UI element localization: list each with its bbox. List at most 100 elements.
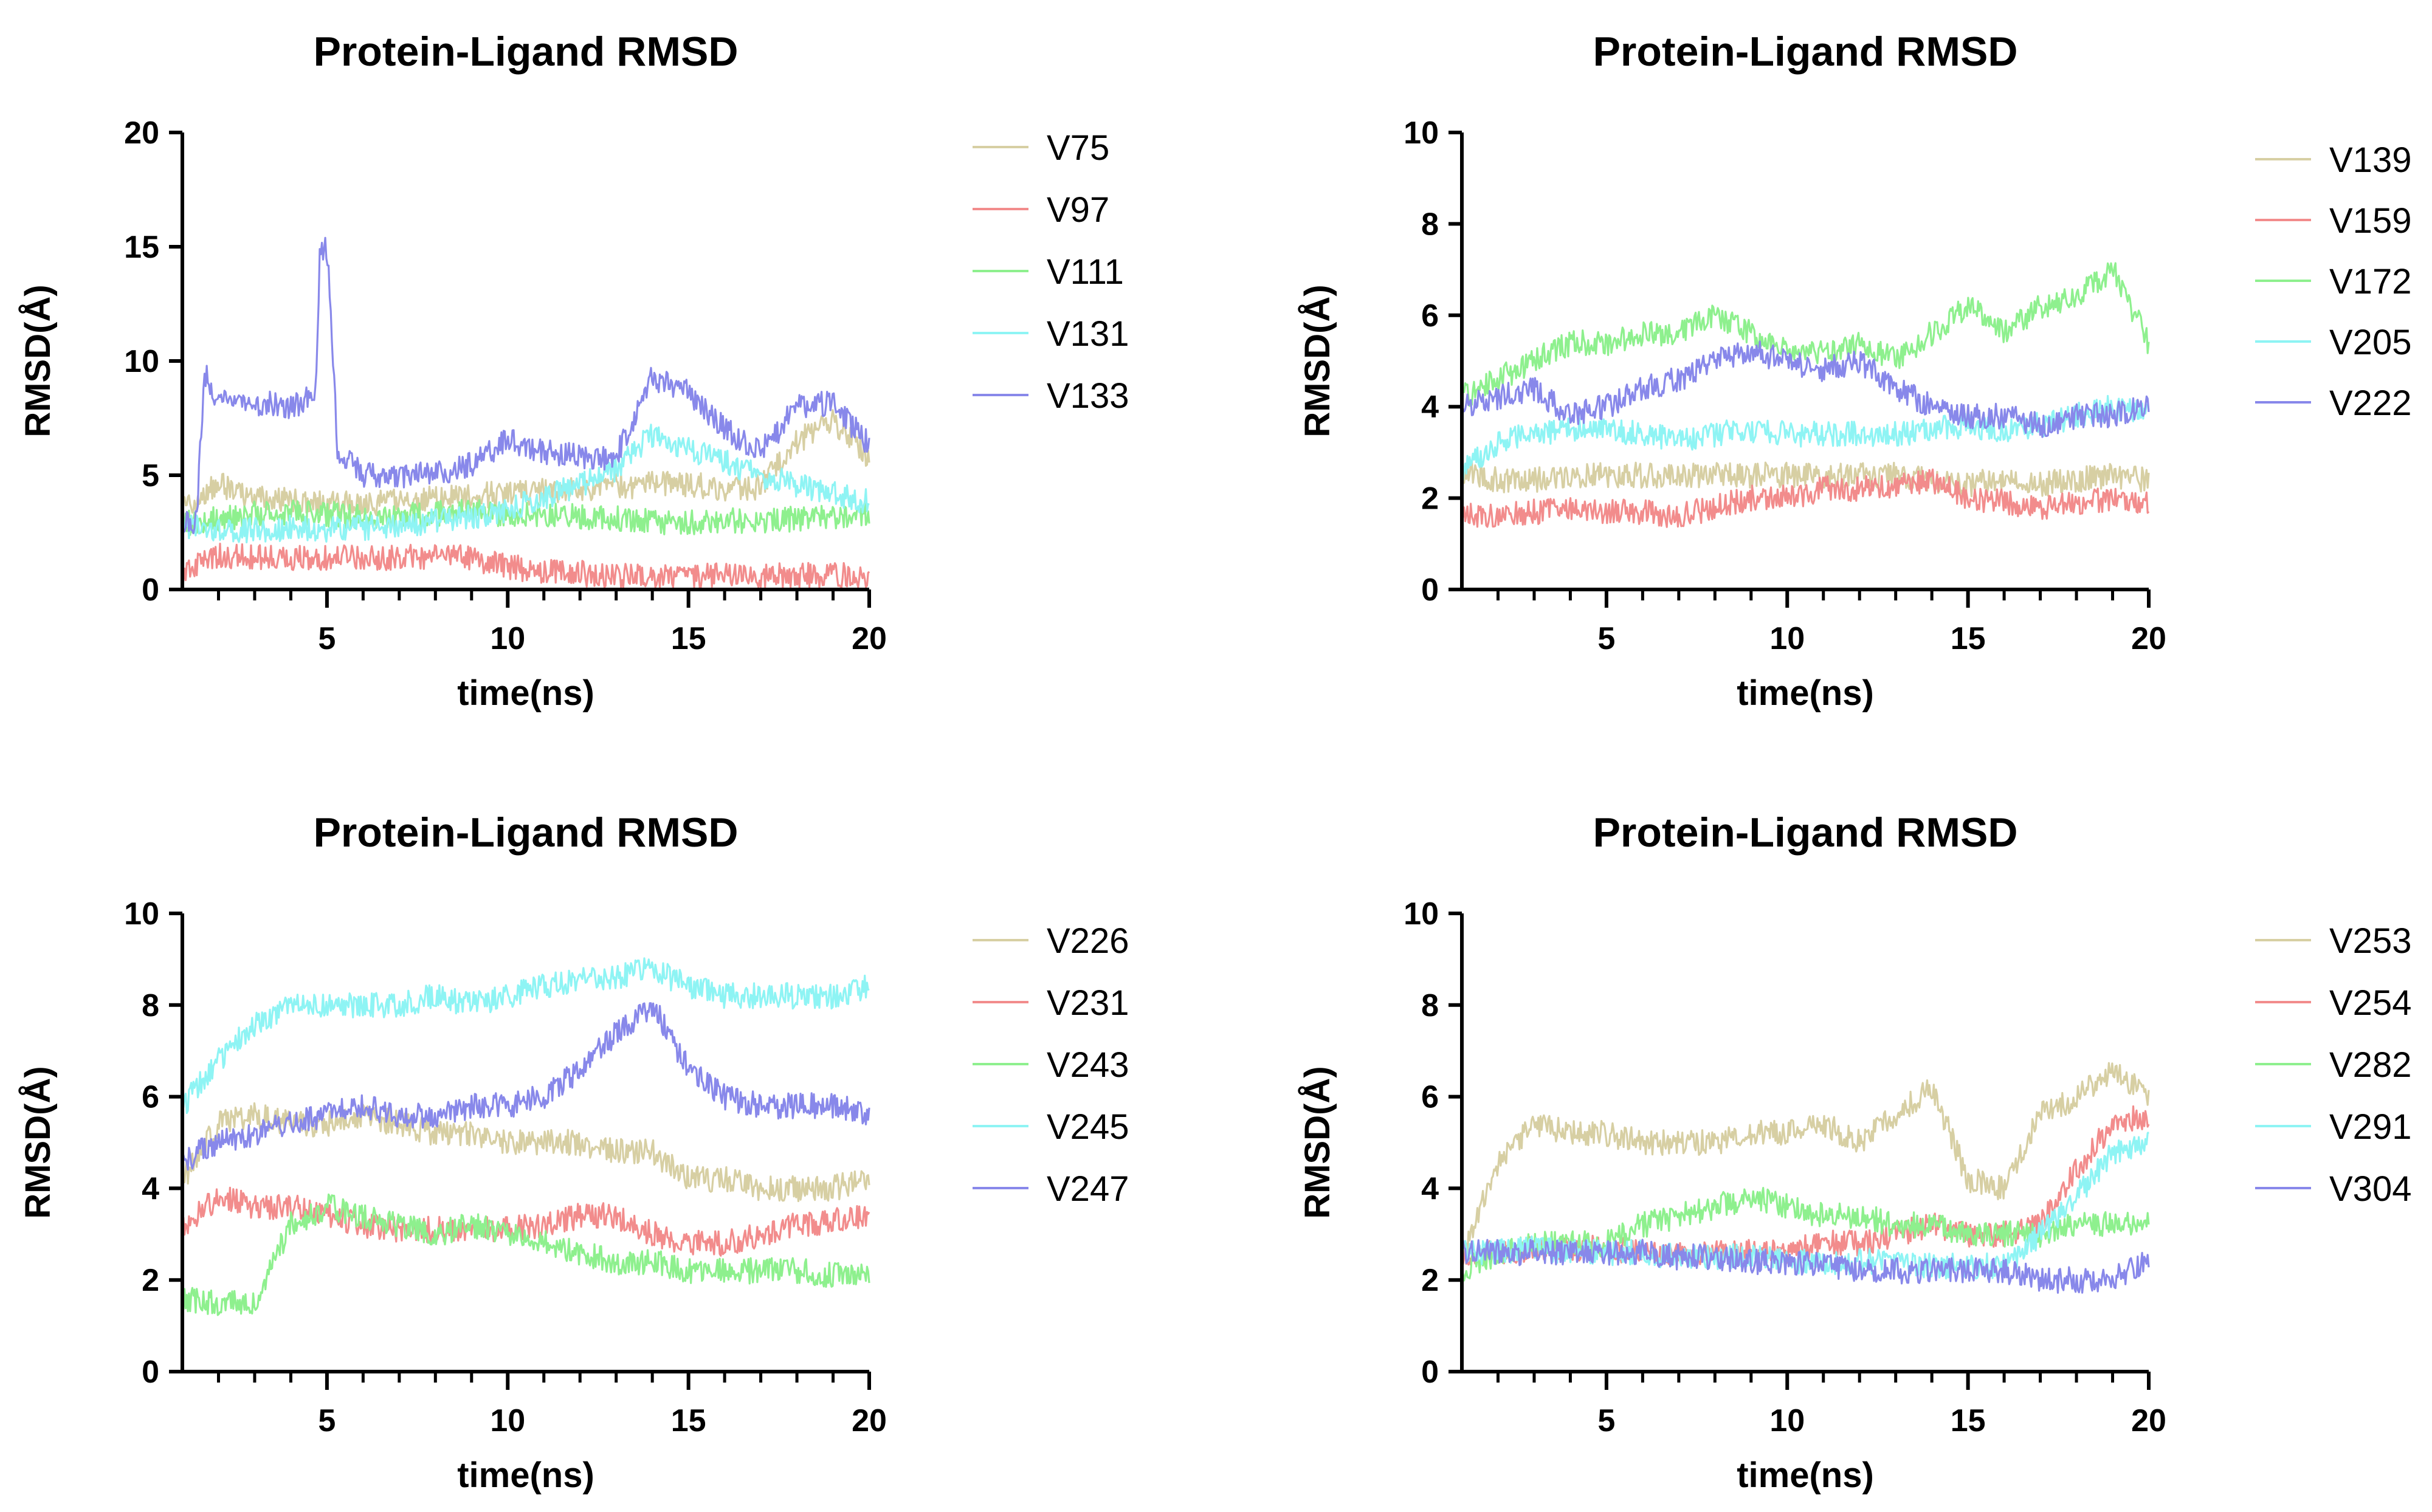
y-tick-label: 5 (142, 458, 159, 493)
y-tick-label: 4 (142, 1171, 159, 1206)
y-tick-label: 10 (124, 896, 159, 932)
legend: V253 V254 V282 V291 V304 (2255, 921, 2411, 1209)
series-line-v222 (1461, 340, 2150, 438)
y-tick-label: 6 (1421, 1080, 1439, 1115)
series-line-v226 (181, 1102, 870, 1203)
legend-label-v111: V111 (1047, 252, 1124, 292)
x-tick-label: 10 (1769, 621, 1805, 656)
series-line-v131 (181, 424, 870, 544)
legend-label-v304: V304 (2329, 1169, 2411, 1209)
series-line-v159 (1461, 468, 2150, 528)
x-tick-label: 20 (852, 621, 887, 656)
y-tick-label: 10 (1404, 896, 1439, 932)
x-axis-label: time(ns) (457, 673, 594, 713)
y-axis-label: RMSD(Å) (18, 284, 58, 437)
series-line-v111 (181, 498, 870, 536)
series-group (181, 236, 870, 588)
x-tick-label: 15 (1951, 1403, 1986, 1438)
x-tick-label: 10 (490, 1403, 525, 1438)
x-tick-label: 5 (318, 621, 336, 656)
x-tick-label: 5 (318, 1403, 336, 1438)
legend-label-v172: V172 (2329, 262, 2411, 301)
y-tick-label: 20 (124, 115, 159, 151)
y-tick-label: 15 (124, 230, 159, 265)
x-tick-label: 5 (1597, 1403, 1615, 1438)
chart-panel-1: Protein-Ligand RMSD 0 5 10 15 20 5 10 15 20 time(n… (18, 29, 1129, 713)
y-tick-label: 2 (142, 1263, 159, 1298)
x-tick-label: 10 (490, 621, 525, 656)
x-tick-label: 5 (1597, 621, 1615, 656)
y-tick-label: 0 (142, 1355, 159, 1390)
y-tick-label: 6 (142, 1080, 159, 1115)
y-tick-label: 0 (1421, 572, 1439, 608)
chart-panel-4: Protein-Ligand RMSD 0 2 4 6 8 10 5 10 15 20 time(ns… (1298, 809, 2411, 1495)
x-tick-label: 20 (852, 1403, 887, 1438)
chart-title: Protein-Ligand RMSD (1593, 29, 2018, 75)
chart-title: Protein-Ligand RMSD (1593, 809, 2018, 856)
chart-title: Protein-Ligand RMSD (314, 29, 739, 75)
legend-label-v254: V254 (2329, 983, 2411, 1023)
legend-label-v205: V205 (2329, 323, 2411, 362)
y-tick-label: 0 (142, 572, 159, 608)
series-group (1461, 262, 2150, 528)
x-axis-label: time(ns) (1737, 673, 1874, 713)
legend-label-v97: V97 (1047, 190, 1109, 230)
y-tick-label: 4 (1421, 1171, 1439, 1206)
legend-label-v282: V282 (2329, 1045, 2411, 1085)
legend: V139 V159 V172 V205 V222 (2255, 140, 2411, 423)
x-tick-label: 20 (2131, 621, 2166, 656)
y-tick-label: 6 (1421, 298, 1439, 334)
y-axis-label: RMSD(Å) (1298, 1066, 1337, 1218)
legend-label-v231: V231 (1047, 983, 1129, 1023)
series-line-v172 (1461, 262, 2150, 407)
legend: V226 V231 V243 V245 V247 (973, 921, 1129, 1209)
legend-label-v245: V245 (1047, 1107, 1129, 1147)
x-tick-label: 15 (671, 621, 706, 656)
y-tick-label: 8 (142, 988, 159, 1023)
legend-label-v247: V247 (1047, 1169, 1129, 1209)
series-line-v231 (181, 1186, 870, 1257)
y-axis-label: RMSD(Å) (1298, 284, 1337, 437)
y-axis-label: RMSD(Å) (18, 1066, 58, 1218)
series-line-v254 (1461, 1105, 2150, 1266)
series-group (1461, 1062, 2150, 1294)
y-tick-label: 10 (124, 344, 159, 379)
series-line-v139 (1461, 458, 2150, 498)
legend-label-v222: V222 (2329, 383, 2411, 423)
series-line-v247 (181, 1002, 870, 1171)
x-axis-label: time(ns) (1737, 1455, 1874, 1495)
x-tick-label: 10 (1769, 1403, 1805, 1438)
series-line-v243 (181, 1193, 870, 1316)
legend-label-v253: V253 (2329, 921, 2411, 961)
y-tick-label: 2 (1421, 481, 1439, 517)
series-group (181, 957, 870, 1316)
series-line-v253 (1461, 1062, 2150, 1272)
x-tick-label: 20 (2131, 1403, 2166, 1438)
y-tick-label: 8 (1421, 207, 1439, 242)
chart-panel-3: Protein-Ligand RMSD 0 2 4 6 8 10 5 10 15 20 time(ns… (18, 809, 1129, 1495)
y-tick-label: 10 (1404, 115, 1439, 151)
chart-panel-2: Protein-Ligand RMSD 0 2 4 6 8 10 5 10 15 20 time(ns… (1298, 29, 2411, 713)
series-line-v97 (181, 542, 870, 588)
legend-label-v75: V75 (1047, 128, 1109, 168)
x-axis-label: time(ns) (457, 1455, 594, 1495)
x-tick-label: 15 (1951, 621, 1986, 656)
y-tick-label: 4 (1421, 390, 1439, 425)
x-tick-label: 15 (671, 1403, 706, 1438)
legend-label-v139: V139 (2329, 140, 2411, 180)
series-line-v304 (1461, 1239, 2150, 1294)
y-tick-label: 8 (1421, 988, 1439, 1023)
legend-label-v226: V226 (1047, 921, 1129, 961)
legend-label-v243: V243 (1047, 1045, 1129, 1085)
legend-label-v133: V133 (1047, 376, 1129, 416)
legend-label-v131: V131 (1047, 314, 1129, 354)
series-line-v245 (181, 957, 870, 1115)
legend-label-v159: V159 (2329, 201, 2411, 241)
y-tick-label: 2 (1421, 1263, 1439, 1298)
chart-title: Protein-Ligand RMSD (314, 809, 739, 856)
legend-label-v291: V291 (2329, 1107, 2411, 1147)
series-line-v133 (181, 236, 870, 535)
legend: V75 V97 V111 V131 V133 (973, 128, 1129, 416)
y-tick-label: 0 (1421, 1355, 1439, 1390)
